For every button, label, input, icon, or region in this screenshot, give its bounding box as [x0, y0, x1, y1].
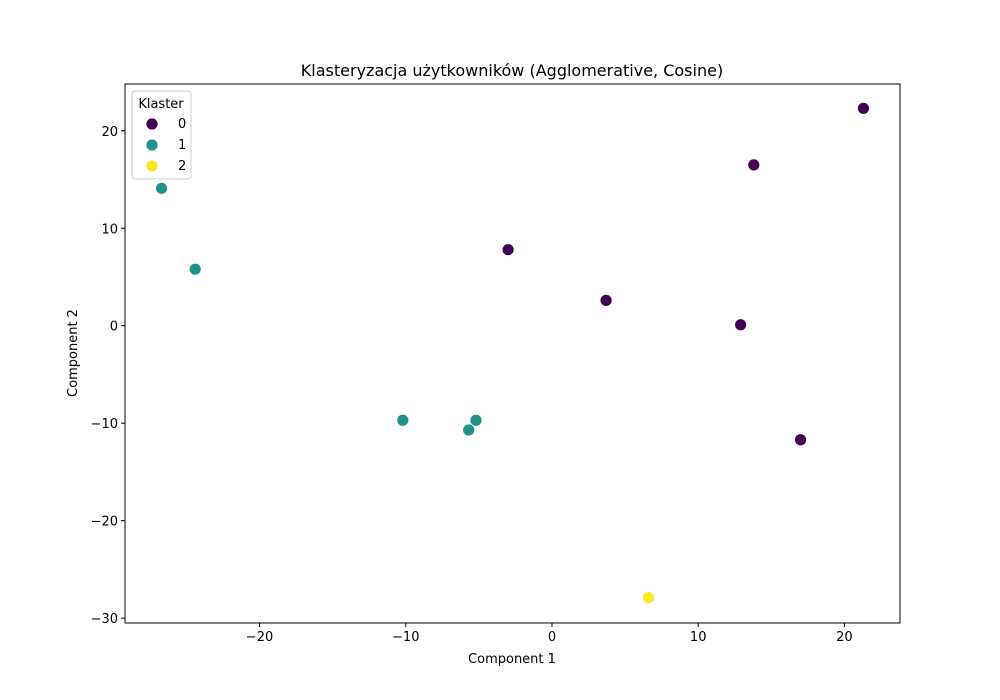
plot-frame	[124, 83, 901, 624]
chart-title: Klasteryzacja użytkowników (Agglomerativ…	[301, 61, 723, 80]
legend-box	[131, 90, 192, 180]
data-point	[462, 423, 476, 437]
legend-label: 2	[178, 159, 186, 174]
y-tick-label: −30	[91, 612, 118, 627]
y-axis-label: Component 2	[66, 309, 81, 397]
y-tick-label: 0	[110, 320, 118, 335]
legend-marker	[145, 138, 159, 152]
data-point	[734, 318, 748, 332]
data-point	[469, 413, 483, 427]
y-tick-label: −10	[91, 417, 118, 432]
data-points	[155, 101, 870, 605]
legend-label: 1	[178, 138, 186, 153]
legend-entries: 0 1 2	[145, 117, 186, 174]
x-tick-label: 10	[690, 630, 707, 645]
legend: Klaster 0 1 2	[131, 90, 192, 180]
x-tick-label: −10	[392, 630, 419, 645]
legend-title: Klaster	[138, 97, 184, 112]
y-axis-ticks: −30 −20 −10 0 10 20	[91, 125, 125, 627]
data-point	[642, 591, 655, 605]
data-point	[857, 101, 870, 115]
x-tick-label: 0	[548, 630, 556, 645]
x-axis-label: Component 1	[468, 652, 556, 667]
x-axis-ticks: −20 −10 0 10 20	[246, 623, 853, 645]
x-tick-label: 20	[836, 630, 853, 645]
legend-marker	[145, 117, 159, 131]
data-point	[188, 262, 202, 276]
legend-marker	[145, 159, 159, 173]
data-point	[501, 243, 515, 257]
plot-area	[125, 84, 900, 623]
y-tick-label: 20	[101, 125, 118, 140]
y-tick-label: −20	[91, 515, 118, 530]
data-point	[747, 158, 761, 172]
data-point	[599, 293, 613, 307]
data-point	[396, 413, 410, 427]
data-point	[794, 433, 807, 447]
data-point	[155, 181, 168, 195]
legend-label: 0	[178, 117, 186, 132]
y-tick-label: 10	[101, 222, 118, 237]
x-tick-label: −20	[246, 630, 273, 645]
